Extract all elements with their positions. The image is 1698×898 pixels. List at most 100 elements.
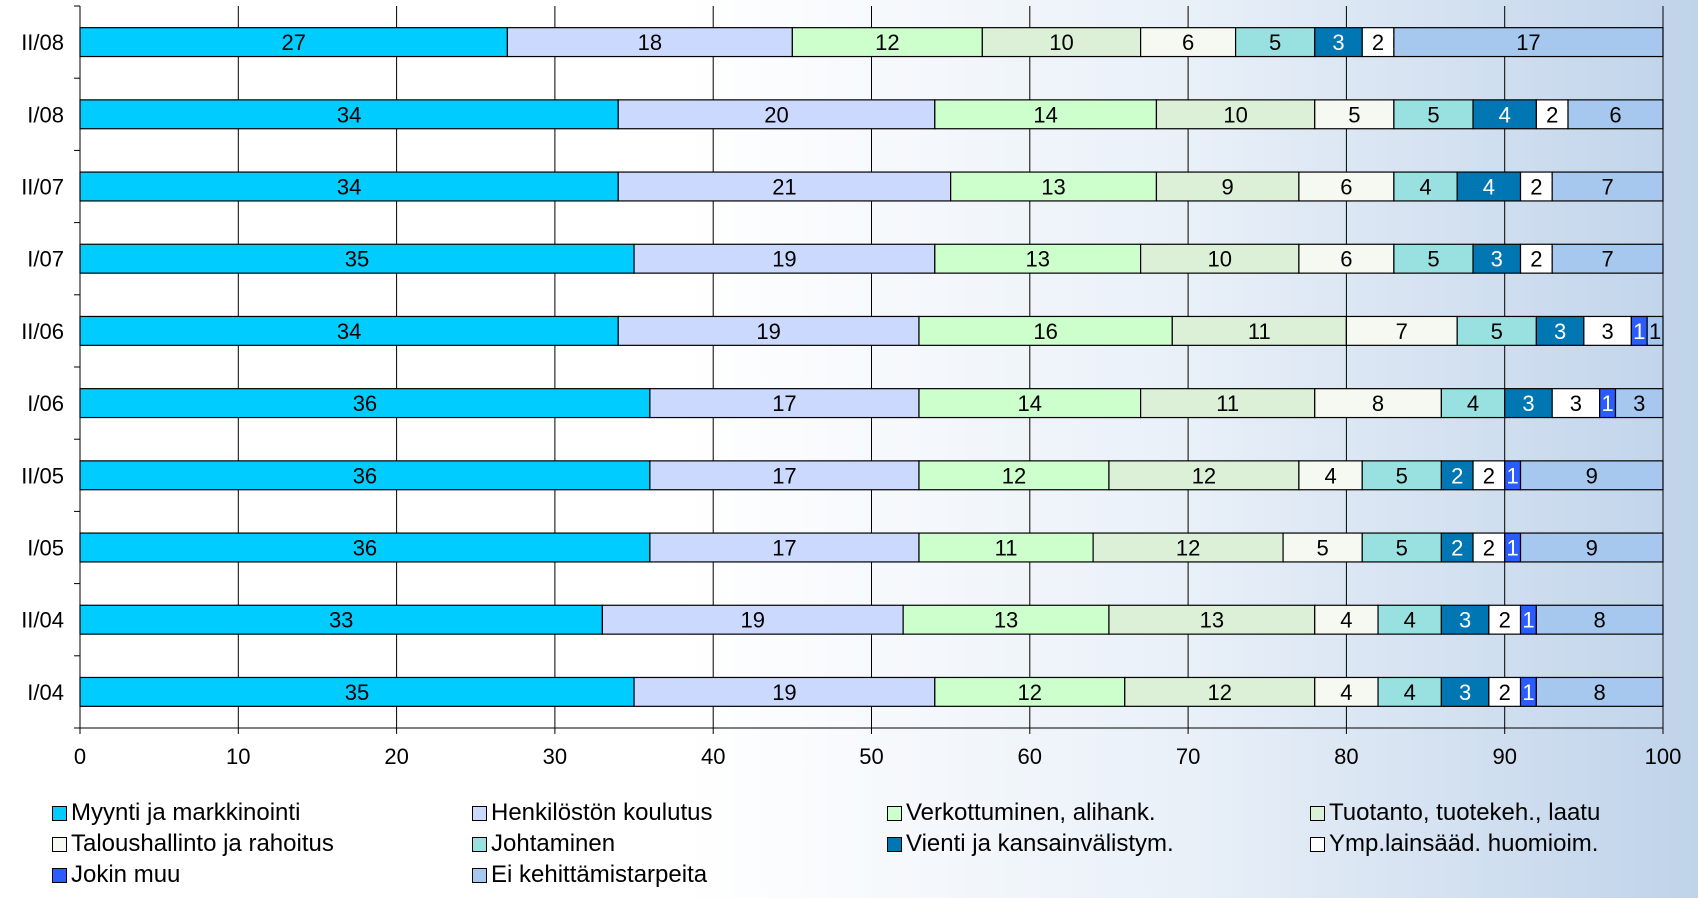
bar-segment bbox=[1440, 604, 1490, 635]
data-label: 10 bbox=[1223, 102, 1247, 127]
category-label: II/08 bbox=[21, 30, 64, 55]
data-label: 27 bbox=[281, 30, 305, 55]
data-label: 1 bbox=[1601, 391, 1613, 416]
data-label: 4 bbox=[1324, 463, 1336, 488]
x-tick-label: 80 bbox=[1334, 744, 1358, 769]
legend-swatch bbox=[52, 805, 67, 821]
bar-segment bbox=[1551, 388, 1601, 419]
bar-segment bbox=[79, 171, 619, 202]
bar-segment bbox=[1171, 315, 1348, 346]
data-label: 11 bbox=[1248, 319, 1271, 344]
legend-swatch bbox=[472, 805, 487, 821]
data-label: 4 bbox=[1499, 102, 1511, 127]
bar-segment bbox=[79, 388, 651, 419]
data-label: 5 bbox=[1491, 319, 1503, 344]
legend-swatch bbox=[1310, 805, 1325, 821]
data-label: 14 bbox=[1033, 102, 1057, 127]
bar-segment bbox=[1519, 460, 1664, 491]
data-label: 19 bbox=[772, 247, 796, 272]
data-label: 3 bbox=[1570, 391, 1582, 416]
data-label: 33 bbox=[329, 608, 353, 633]
bar-segment bbox=[1377, 604, 1442, 635]
x-tick-label: 30 bbox=[543, 744, 567, 769]
category-label: II/07 bbox=[21, 175, 64, 200]
bar-segment bbox=[1393, 99, 1474, 130]
legend-item: Jokin muu bbox=[52, 861, 180, 889]
bar-segment bbox=[1646, 315, 1664, 346]
bar-segment bbox=[1314, 99, 1395, 130]
bar-segment bbox=[1535, 604, 1664, 635]
bar-segment bbox=[1092, 532, 1284, 563]
legend-swatch bbox=[887, 836, 902, 852]
legend-item: Myynti ja markkinointi bbox=[52, 799, 300, 827]
bar-segment bbox=[1282, 532, 1363, 563]
data-label: 19 bbox=[741, 608, 765, 633]
bar-segment bbox=[934, 243, 1142, 274]
data-label: 1 bbox=[1522, 680, 1534, 705]
data-label: 8 bbox=[1594, 608, 1606, 633]
data-label: 4 bbox=[1419, 175, 1431, 200]
legend-label: Henkilöstön koulutus bbox=[491, 799, 713, 826]
data-label: 13 bbox=[1025, 247, 1049, 272]
x-tick-label: 100 bbox=[1645, 744, 1682, 769]
legend-item: Vienti ja kansainvälistym. bbox=[887, 830, 1174, 858]
data-label: 4 bbox=[1404, 680, 1416, 705]
bar-segment bbox=[1535, 99, 1569, 130]
data-label: 12 bbox=[1018, 680, 1042, 705]
bar-segment bbox=[1298, 243, 1395, 274]
bar-segment bbox=[950, 171, 1158, 202]
data-label: 6 bbox=[1340, 175, 1352, 200]
data-label: 17 bbox=[772, 391, 796, 416]
category-label: I/05 bbox=[27, 536, 64, 561]
bar-segment bbox=[1456, 171, 1522, 202]
bar-segment bbox=[1140, 388, 1316, 419]
bar-segment bbox=[79, 676, 635, 707]
bar-segment bbox=[1551, 171, 1664, 202]
data-label: 16 bbox=[1033, 319, 1057, 344]
x-tick-label: 10 bbox=[226, 744, 250, 769]
data-label: 8 bbox=[1594, 680, 1606, 705]
data-label: 2 bbox=[1546, 102, 1558, 127]
data-label: 4 bbox=[1404, 608, 1416, 633]
data-label: 1 bbox=[1649, 319, 1661, 344]
bar-segment bbox=[1393, 27, 1664, 58]
data-label: 3 bbox=[1601, 319, 1613, 344]
data-label: 11 bbox=[1216, 391, 1239, 416]
bar-segment bbox=[1314, 388, 1442, 419]
data-label: 20 bbox=[764, 102, 788, 127]
legend-label: Jokin muu bbox=[71, 861, 181, 888]
bar-segment bbox=[1440, 676, 1490, 707]
bar-segment bbox=[633, 676, 936, 707]
data-label: 4 bbox=[1483, 175, 1495, 200]
legend-label: Vienti ja kansainvälistym. bbox=[906, 830, 1174, 857]
data-label: 2 bbox=[1530, 175, 1542, 200]
data-label: 6 bbox=[1609, 102, 1621, 127]
data-label: 13 bbox=[1041, 175, 1065, 200]
bar-segment bbox=[1535, 676, 1664, 707]
data-label: 4 bbox=[1340, 680, 1352, 705]
data-label: 2 bbox=[1483, 463, 1495, 488]
bar-segment bbox=[1140, 27, 1237, 58]
data-label: 4 bbox=[1467, 391, 1479, 416]
bar-segment bbox=[1456, 315, 1537, 346]
data-label: 34 bbox=[337, 319, 361, 344]
bar-segment bbox=[918, 388, 1142, 419]
x-tick-label: 50 bbox=[859, 744, 883, 769]
legend-label: Verkottuminen, alihank. bbox=[906, 799, 1156, 826]
bar-segment bbox=[1361, 460, 1442, 491]
data-label: 17 bbox=[772, 536, 796, 561]
bar-segment bbox=[79, 243, 635, 274]
data-label: 2 bbox=[1499, 680, 1511, 705]
data-label: 2 bbox=[1451, 463, 1463, 488]
bar-segment bbox=[1393, 171, 1458, 202]
data-label: 3 bbox=[1491, 247, 1503, 272]
bar-segment bbox=[1298, 171, 1395, 202]
category-label: I/08 bbox=[27, 102, 64, 127]
legend-swatch bbox=[52, 836, 67, 852]
bar-segment bbox=[1614, 388, 1664, 419]
data-label: 19 bbox=[772, 680, 796, 705]
data-label: 7 bbox=[1601, 175, 1613, 200]
data-label: 34 bbox=[337, 102, 361, 127]
data-label: 3 bbox=[1459, 608, 1471, 633]
